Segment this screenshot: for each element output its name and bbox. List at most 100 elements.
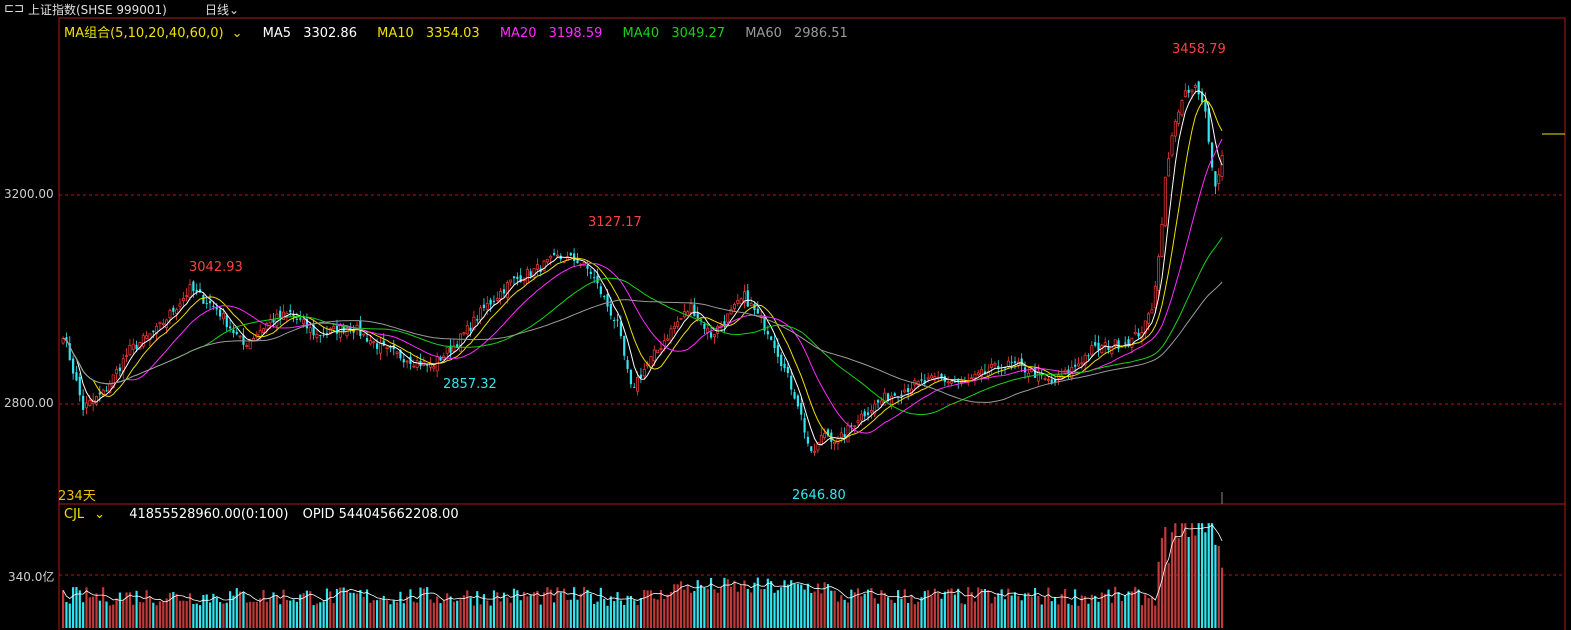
volume-bar [596, 601, 599, 628]
volume-bar [1177, 538, 1180, 628]
volume-value: 41855528960.00(0:100) [129, 507, 289, 522]
volume-bar [970, 592, 973, 628]
candle [1147, 313, 1151, 324]
volume-bar [693, 590, 696, 628]
volume-bar [519, 600, 522, 628]
volume-bar [696, 580, 699, 628]
volume-bar [953, 594, 956, 628]
candle [626, 360, 629, 369]
volume-bar [265, 601, 268, 628]
volume-bar [766, 578, 769, 628]
volume-bar [623, 604, 626, 628]
candle [349, 326, 352, 330]
volume-bar [893, 602, 896, 628]
volume-bar [1067, 603, 1070, 628]
candle [432, 366, 436, 369]
candle [82, 395, 85, 410]
volume-bar [255, 601, 258, 628]
volume-bar [1127, 591, 1130, 628]
candle [926, 377, 930, 380]
ma40-line [62, 237, 1223, 416]
candle [456, 344, 459, 348]
volume-bar [920, 597, 923, 628]
days-label: 234天 [58, 489, 96, 504]
candle [1077, 363, 1080, 367]
volume-bar [429, 599, 432, 628]
link-icon[interactable]: ⊏⊐ [4, 1, 25, 15]
candle [131, 343, 135, 350]
volume-bar [850, 589, 853, 628]
volume-bar [773, 592, 776, 628]
volume-bar [185, 601, 188, 628]
volume-bar [499, 601, 502, 628]
volume-bar [309, 591, 312, 628]
volume-bar [1070, 605, 1073, 628]
volume-bar [78, 590, 81, 628]
volume-bar [770, 581, 773, 628]
volume-bar [856, 588, 860, 628]
candle [208, 300, 212, 304]
volume-bar [399, 591, 402, 628]
volume-bar [987, 590, 990, 628]
candle [589, 271, 592, 275]
volume-bar [1207, 523, 1210, 628]
volume-bar [188, 593, 192, 628]
ma-group-selector[interactable]: MA组合(5,10,20,40,60,0) ⌄ [64, 26, 243, 41]
candle [158, 321, 162, 324]
candle [232, 329, 235, 334]
volume-bar [676, 584, 679, 628]
candle [545, 259, 549, 263]
candle [613, 319, 616, 322]
volume-bar [943, 591, 946, 628]
period-selector[interactable]: 日线⌄ [205, 3, 240, 17]
volume-bar [422, 588, 425, 628]
candle [1167, 158, 1171, 177]
volume-ma-line [62, 524, 1223, 603]
volume-bar [375, 600, 379, 628]
candle [1130, 337, 1134, 348]
volume-bar [379, 599, 382, 628]
candle [1204, 99, 1207, 112]
volume-indicator-selector[interactable]: CJL ⌄ [64, 507, 106, 522]
candle [118, 367, 121, 371]
volume-bar [302, 593, 305, 628]
volume-bar [706, 588, 709, 628]
candle [669, 328, 673, 341]
candle [238, 335, 242, 338]
volume-bar [796, 583, 799, 628]
volume-bar [826, 584, 830, 628]
candle [389, 347, 392, 349]
candle [1127, 339, 1130, 347]
volume-bar [289, 600, 292, 628]
volume-bar [917, 601, 920, 628]
volume-bar [75, 587, 78, 628]
candle [489, 299, 492, 305]
candle [946, 381, 950, 384]
candle [676, 321, 680, 327]
volume-bar [85, 587, 88, 628]
volume-bar [646, 590, 649, 628]
candle [672, 325, 676, 330]
volume-bar [88, 597, 91, 628]
candle [980, 369, 984, 377]
volume-bar [730, 586, 733, 628]
volume-bar [803, 589, 806, 628]
candle [1170, 135, 1174, 156]
candle [1153, 285, 1157, 308]
volume-bar [115, 598, 118, 628]
volume-bar [242, 592, 245, 628]
volume-bar [406, 596, 409, 628]
volume-bar [486, 600, 489, 628]
candle [596, 275, 599, 284]
candle [161, 323, 165, 326]
candle [332, 326, 336, 330]
candle [1193, 85, 1197, 88]
candle [1006, 360, 1010, 367]
volume-bar [833, 590, 836, 628]
volume-bar [1000, 589, 1003, 628]
candle [709, 332, 713, 338]
volume-bar [1023, 593, 1027, 628]
candle [1074, 364, 1077, 367]
ma5-legend: MA5 3302.86 [262, 26, 357, 41]
volume-bar [396, 602, 399, 628]
